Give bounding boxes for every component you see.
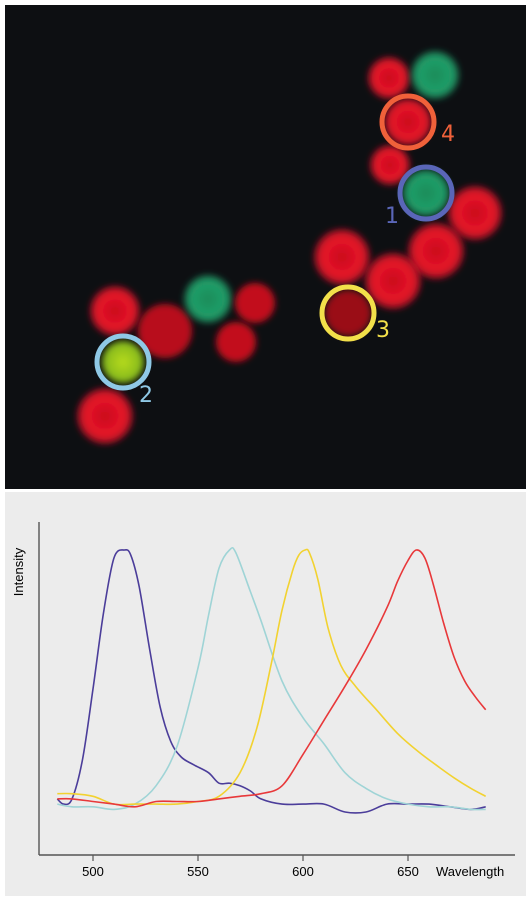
cell-red — [235, 283, 275, 323]
x-tick-label: 600 — [292, 864, 314, 879]
cell-red — [368, 57, 410, 99]
cell-red — [77, 388, 133, 444]
cell-red — [90, 286, 140, 336]
cell-label-2: 2 — [139, 383, 153, 408]
fluorescence-micrograph: 1 2 3 4 — [5, 5, 526, 489]
x-tick-label: 500 — [82, 864, 104, 879]
series-line-1 — [56, 548, 486, 814]
cell-red — [314, 229, 370, 285]
cells — [77, 51, 502, 444]
cell-green — [402, 169, 450, 217]
emission-spectrum-chart: 500 550 600 650 Wavelength Intensity — [5, 492, 526, 896]
cell-red — [370, 145, 410, 185]
cell-red — [365, 253, 421, 309]
series-line-4 — [57, 549, 487, 808]
series-line-2 — [57, 546, 486, 811]
cell-red — [384, 98, 432, 146]
cell-red — [216, 322, 256, 362]
series-layer — [56, 546, 487, 814]
x-axis-label: Wavelength — [436, 864, 504, 879]
cell-yellow-green — [102, 341, 144, 383]
ring-4 — [379, 93, 437, 151]
spectrum-plot: 500 550 600 650 Wavelength Intensity — [11, 522, 515, 879]
ring-2 — [94, 333, 152, 391]
x-tick-label: 650 — [397, 864, 419, 879]
cell-red — [408, 223, 464, 279]
cell-label-1: 1 — [385, 204, 399, 229]
cell-red — [448, 186, 502, 240]
marker-rings — [94, 93, 455, 391]
cell-red — [138, 304, 192, 358]
series-line-3 — [57, 548, 487, 806]
cell-green — [184, 275, 232, 323]
x-ticks: 500 550 600 650 — [82, 855, 419, 879]
cell-label-4: 4 — [441, 122, 455, 147]
micrograph-canvas: 1 2 3 4 — [77, 51, 502, 444]
ring-1 — [397, 164, 455, 222]
cell-red — [325, 290, 371, 336]
y-axis-label: Intensity — [11, 547, 26, 596]
cell-green — [411, 51, 459, 99]
x-tick-label: 550 — [187, 864, 209, 879]
ring-3 — [319, 284, 377, 342]
cell-label-3: 3 — [376, 318, 390, 343]
